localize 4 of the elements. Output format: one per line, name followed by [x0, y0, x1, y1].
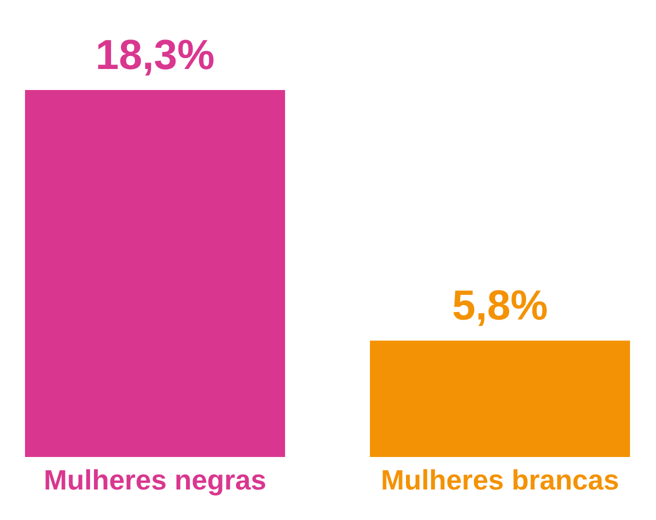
x-tick-label: Mulheres negras [44, 464, 266, 496]
data-label: 5,8% [452, 282, 548, 329]
x-tick-label: Mulheres brancas [380, 464, 620, 496]
data-label: 18,3% [95, 31, 215, 78]
